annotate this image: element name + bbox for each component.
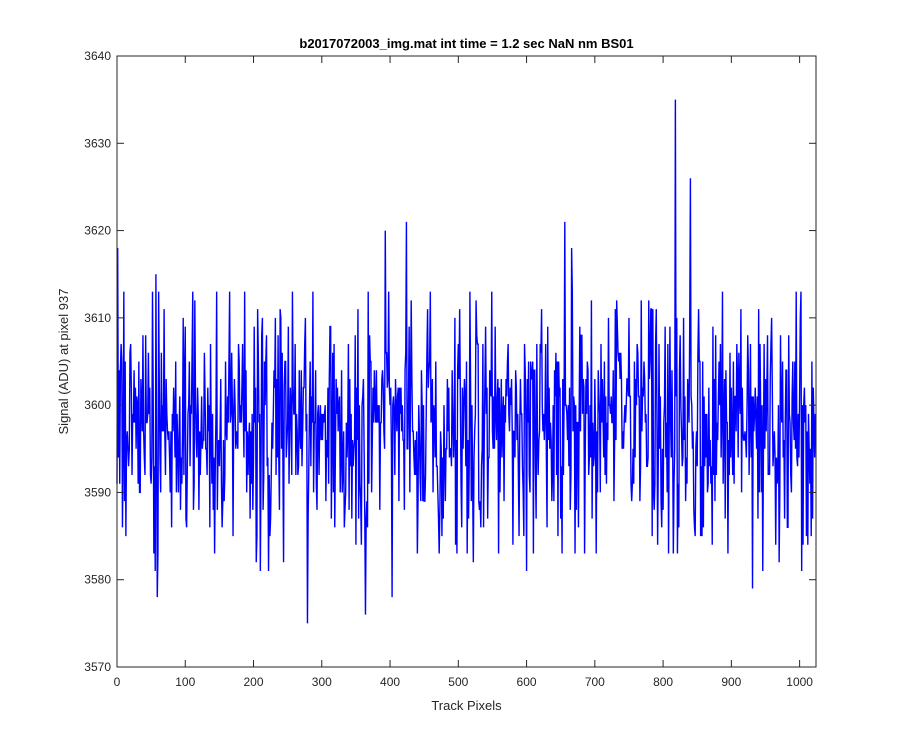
- x-tick-label: 800: [653, 675, 673, 689]
- x-tick-label: 500: [448, 675, 468, 689]
- x-tick-label: 0: [114, 675, 121, 689]
- y-axis-ticks: 3570 3580 3590 3600 3610 3620 3630 3640: [84, 49, 816, 674]
- x-tick-label: 400: [380, 675, 400, 689]
- x-axis-ticks: 0 100 200 300 400 500 600 700 800 900 1000: [114, 56, 813, 689]
- y-tick-label: 3630: [84, 136, 111, 150]
- x-tick-label: 100: [175, 675, 195, 689]
- x-tick-label: 1000: [786, 675, 813, 689]
- x-tick-label: 200: [244, 675, 264, 689]
- chart-title: b2017072003_img.mat int time = 1.2 sec N…: [299, 36, 633, 51]
- y-tick-label: 3570: [84, 660, 111, 674]
- y-tick-label: 3620: [84, 224, 111, 238]
- series-line: [116, 99, 817, 624]
- x-tick-label: 900: [721, 675, 741, 689]
- y-tick-label: 3590: [84, 485, 111, 499]
- y-axis-label: Signal (ADU) at pixel 937: [56, 289, 71, 435]
- x-tick-label: 300: [312, 675, 332, 689]
- x-tick-label: 600: [517, 675, 537, 689]
- y-tick-label: 3610: [84, 311, 111, 325]
- y-tick-label: 3600: [84, 398, 111, 412]
- x-axis-label: Track Pixels: [431, 698, 502, 713]
- y-tick-label: 3580: [84, 573, 111, 587]
- series-layer: [116, 99, 817, 624]
- x-tick-label: 700: [585, 675, 605, 689]
- plot-frame: [116, 55, 817, 668]
- y-tick-label: 3640: [84, 49, 111, 63]
